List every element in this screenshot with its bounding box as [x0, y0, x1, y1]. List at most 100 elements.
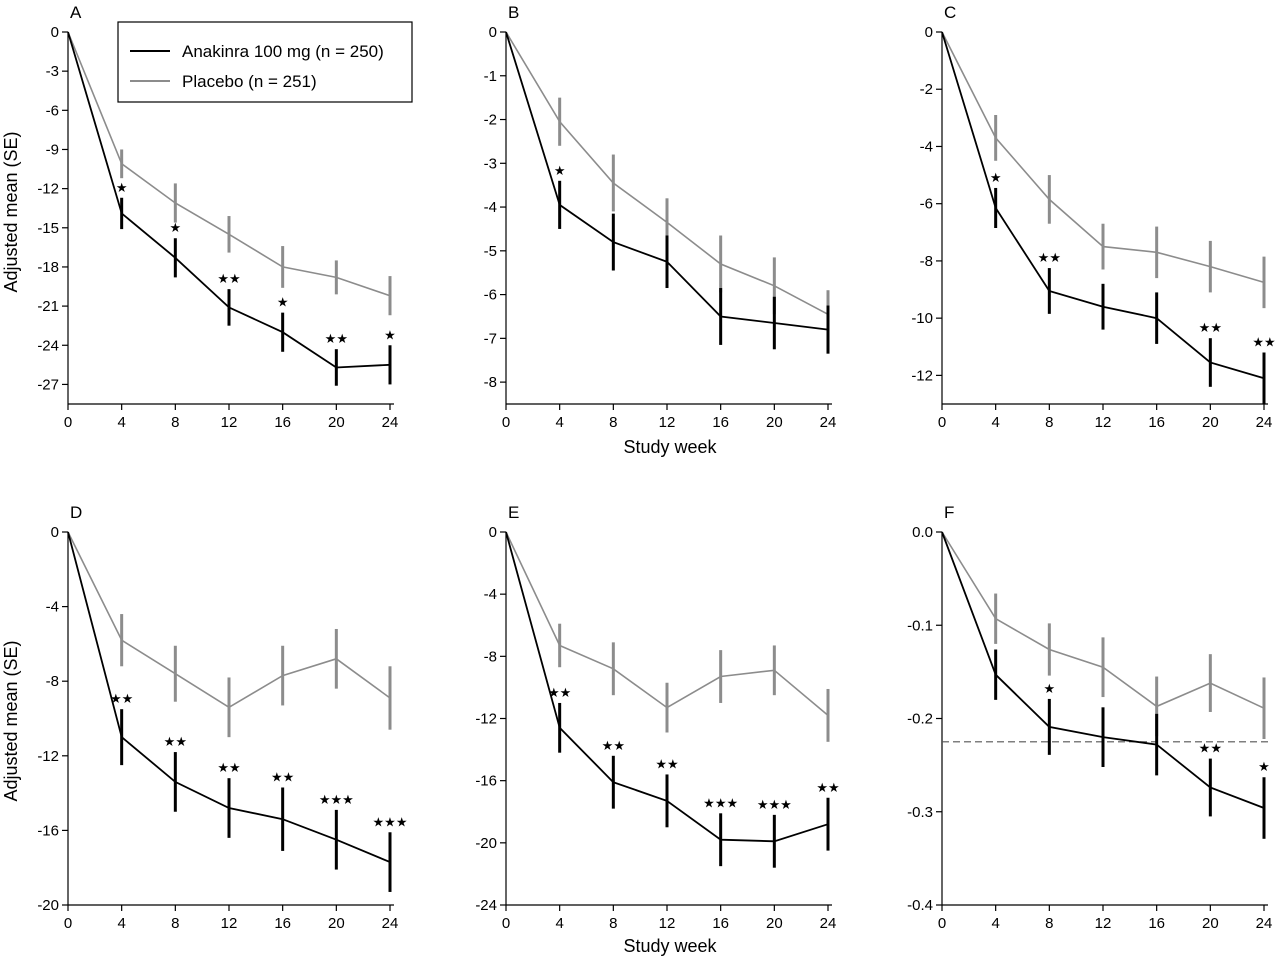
- x-tick-label: 20: [328, 414, 345, 431]
- y-tick-label: -16: [37, 822, 59, 839]
- significance-stars: ★★: [548, 685, 571, 700]
- x-tick-label: 12: [221, 414, 238, 431]
- panel-b: B0-1-2-3-4-5-6-7-80 4 8 12 16 20 24★: [484, 3, 837, 431]
- x-tick-label: 24: [820, 414, 837, 431]
- panel-label: D: [70, 503, 82, 522]
- significance-stars: ★★: [1199, 320, 1222, 335]
- significance-stars: ★: [1258, 759, 1270, 774]
- x-tick-label: 8: [1045, 915, 1053, 932]
- y-tick-label: -8: [484, 374, 497, 391]
- x-tick-label: 8: [1045, 414, 1053, 431]
- x-tick-label: 8: [609, 414, 617, 431]
- series-anakinra: [505, 31, 830, 354]
- y-tick-label: -3: [484, 155, 497, 172]
- series-anakinra: [67, 31, 392, 386]
- significance-stars: ★★★: [319, 792, 354, 807]
- y-tick-label: -1: [484, 68, 497, 85]
- panel-d: D0-4-8-12-16-200 4 8 12 16 20 24★★★★★★★★★★★★★★: [37, 503, 407, 932]
- panel-label: B: [508, 3, 519, 22]
- y-tick-label: -18: [37, 259, 59, 276]
- significance-stars: ★★: [217, 760, 240, 775]
- y-tick-label: -27: [37, 376, 59, 393]
- panel-label: F: [944, 503, 954, 522]
- series-placebo: [941, 31, 1266, 309]
- y-tick-label: -4: [484, 199, 497, 216]
- y-tick-label: 0.0: [912, 524, 933, 541]
- significance-stars: ★★: [325, 331, 348, 346]
- y-tick-label: -2: [920, 81, 933, 98]
- x-tick-label: 0: [938, 915, 946, 932]
- significance-stars: ★: [1044, 681, 1056, 696]
- y-tick-label: -6: [920, 196, 933, 213]
- x-tick-label: 24: [382, 915, 399, 932]
- significance-stars: ★★★: [703, 795, 738, 810]
- y-tick-label: -20: [37, 897, 59, 914]
- y-tick-label: -5: [484, 243, 497, 260]
- series-anakinra: [67, 531, 392, 892]
- panel-label: A: [70, 3, 82, 22]
- x-tick-label: 0: [64, 915, 72, 932]
- x-tick-label: 4: [991, 414, 999, 431]
- series-line-anakinra: [67, 31, 391, 369]
- significance-stars: ★★: [1199, 741, 1222, 756]
- y-tick-label: -3: [46, 63, 59, 80]
- y-tick-label: -4: [484, 586, 497, 603]
- x-tick-label: 12: [221, 915, 238, 932]
- x-tick-label: 24: [382, 414, 399, 431]
- significance-stars: ★: [116, 180, 128, 195]
- series-line-placebo: [505, 531, 829, 717]
- x-tick-label: 0: [502, 414, 510, 431]
- significance-stars: ★: [384, 327, 396, 342]
- legend: Anakinra 100 mg (n = 250) Placebo (n = 2…: [117, 21, 413, 103]
- y-tick-label: -8: [920, 253, 933, 270]
- significance-stars: ★★: [1252, 334, 1275, 349]
- y-axis-title-top: Adjusted mean (SE): [1, 131, 21, 292]
- series-line-anakinra: [505, 31, 829, 331]
- y-tick-label: -2: [484, 112, 497, 129]
- panel-e: E0-4-8-12-16-20-240 4 8 12 16 20 24★★★★★★★★★ ★★…: [475, 503, 839, 932]
- x-tick-label: 12: [1095, 414, 1112, 431]
- series-line-anakinra: [67, 531, 391, 863]
- x-tick-label: 8: [609, 915, 617, 932]
- x-tick-label: 16: [1148, 915, 1165, 932]
- y-tick-label: -20: [475, 835, 497, 852]
- legend-frame: [117, 21, 413, 103]
- x-tick-label: 12: [659, 414, 676, 431]
- y-tick-label: -9: [46, 141, 59, 158]
- x-tick-label: 16: [712, 915, 729, 932]
- series-line-placebo: [67, 31, 391, 297]
- legend-label-placebo: Placebo (n = 251): [182, 72, 317, 91]
- x-tick-label: 0: [64, 414, 72, 431]
- significance-stars: ★★: [164, 734, 187, 749]
- y-tick-label: -6: [46, 102, 59, 119]
- series-line-placebo: [941, 31, 1265, 284]
- y-tick-label: -12: [475, 711, 497, 728]
- x-tick-label: 20: [1202, 915, 1219, 932]
- x-tick-label: 8: [171, 414, 179, 431]
- y-tick-label: 0: [489, 24, 497, 41]
- y-tick-label: -16: [475, 773, 497, 790]
- x-tick-label: 4: [555, 414, 563, 431]
- significance-stars: ★★: [271, 770, 294, 785]
- y-tick-label: -21: [37, 298, 59, 315]
- y-tick-label: -8: [46, 673, 59, 690]
- x-tick-label: 0: [502, 915, 510, 932]
- x-tick-label: 20: [766, 414, 783, 431]
- panel-a: A0-3-6-9-12-15-18-21-24-270 4 8 12 16 20 24★★★…: [37, 3, 398, 431]
- series-placebo: [67, 31, 392, 316]
- y-tick-label: -0.4: [907, 897, 933, 914]
- significance-stars: ★★: [110, 691, 133, 706]
- series-placebo: [505, 531, 830, 742]
- series-placebo: [67, 531, 392, 738]
- series-line-placebo: [67, 531, 391, 709]
- series-line-placebo: [505, 31, 829, 316]
- y-tick-label: 0: [51, 24, 59, 41]
- y-tick-label: -0.1: [907, 617, 933, 634]
- x-tick-label: 4: [555, 915, 563, 932]
- significance-stars: ★: [554, 163, 566, 178]
- panel-c: C0-2-4-6-8-10-120 4 8 12 16 20 24★★★★★★★: [911, 3, 1275, 431]
- series-anakinra: [505, 531, 830, 868]
- panel-label: E: [508, 503, 519, 522]
- series-line-anakinra: [941, 531, 1265, 809]
